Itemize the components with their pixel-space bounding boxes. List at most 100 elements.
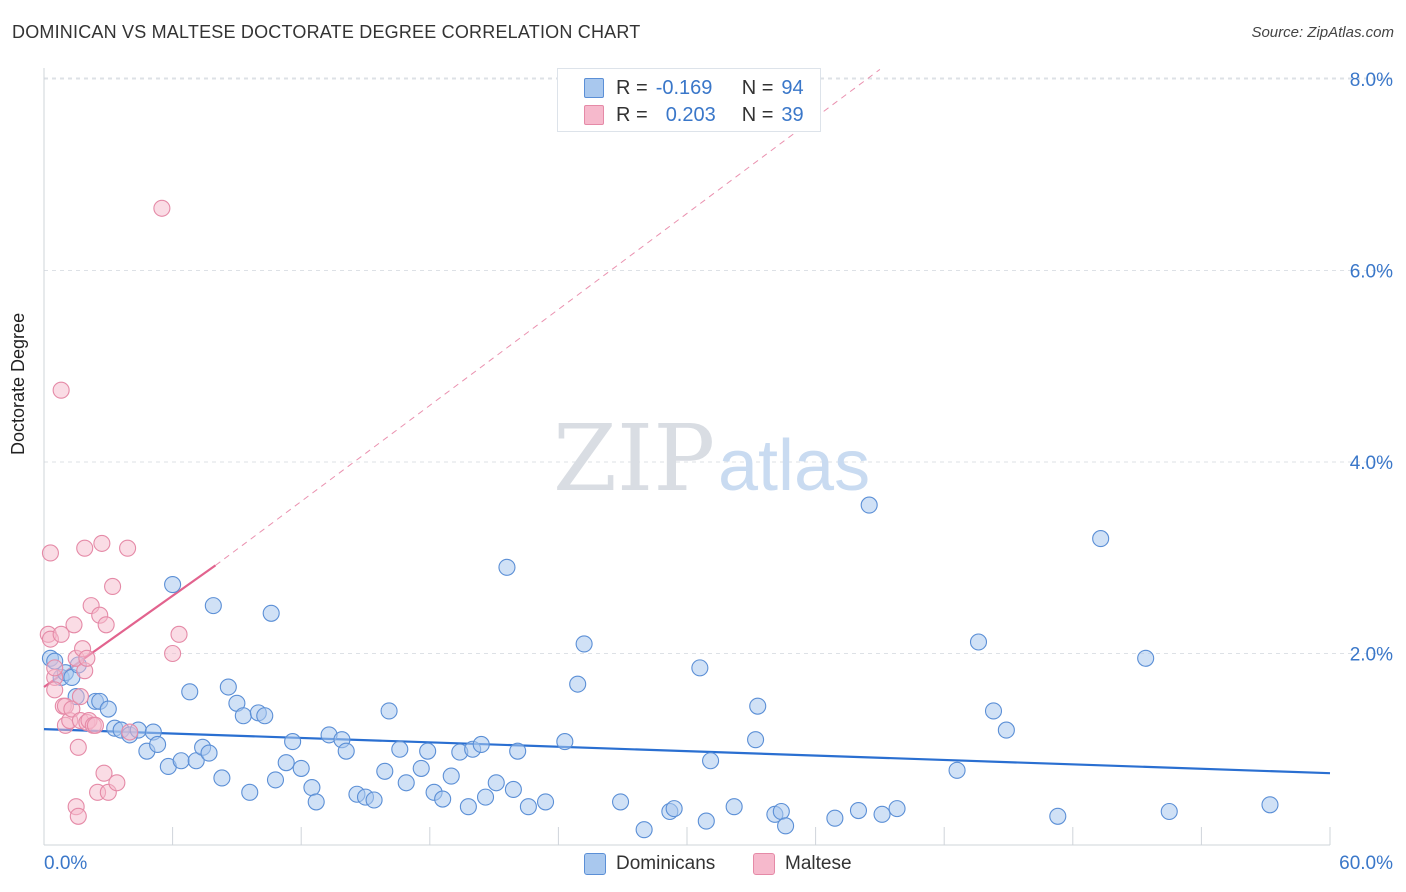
- maltese-point: [78, 649, 96, 667]
- dominican-point: [172, 752, 190, 770]
- dominican-point: [99, 700, 117, 718]
- maltese-point: [104, 577, 122, 596]
- dominican-point: [697, 812, 715, 830]
- watermark: ZIP atlas: [553, 405, 870, 512]
- watermark-atlas: atlas: [718, 426, 870, 506]
- dominican-point: [860, 496, 878, 514]
- dominican-point: [476, 788, 495, 806]
- dominican-point: [1137, 649, 1155, 667]
- dominican-point: [556, 733, 574, 751]
- dominican-point: [1049, 807, 1067, 825]
- dominican-point: [419, 742, 437, 760]
- chart-title: DOMINICAN VS MALTESE DOCTORATE DEGREE CO…: [12, 22, 641, 42]
- dominican-point: [747, 731, 765, 749]
- dominican-point: [262, 604, 280, 622]
- dominican-point: [256, 707, 274, 725]
- dominican-point: [725, 798, 743, 816]
- n-label: N =: [741, 103, 774, 126]
- tick-labels: 2.0% 4.0% 6.0% 8.0% 0.0% 60.0%: [44, 70, 1393, 874]
- n-value: 94: [781, 76, 804, 99]
- y-tick-label: 4.0%: [1350, 453, 1393, 474]
- dominican-point: [665, 800, 683, 818]
- dominican-point: [569, 675, 587, 693]
- dominican-point: [434, 790, 452, 808]
- maltese-point: [119, 539, 137, 557]
- dominican-point: [164, 576, 182, 594]
- dominican-point: [826, 809, 844, 827]
- dominican-point: [777, 817, 795, 835]
- dominican-point: [984, 702, 1003, 720]
- y-tick-label: 6.0%: [1350, 262, 1393, 283]
- dominican-point: [997, 721, 1015, 739]
- r-value: 0.203: [665, 103, 716, 126]
- dominican-point: [702, 752, 720, 770]
- grid-lines: [44, 77, 1392, 654]
- maltese-point: [69, 738, 87, 756]
- maltese-point: [52, 625, 70, 643]
- maltese-point: [164, 644, 182, 663]
- maltese-point: [97, 616, 115, 634]
- legend-item-dominicans[interactable]: Dominicans: [584, 852, 715, 876]
- dominican-point: [241, 783, 259, 801]
- maltese-point: [69, 807, 87, 825]
- dominicans-legend-swatch: [584, 853, 606, 875]
- dominican-point: [459, 798, 477, 816]
- r-label: R =: [616, 103, 648, 126]
- y-axis-label: Doctorate Degree: [8, 312, 28, 455]
- maltese-point: [65, 616, 83, 634]
- dominican-point: [772, 802, 790, 821]
- legend-item-maltese[interactable]: Maltese: [753, 852, 852, 876]
- dominican-point: [204, 597, 222, 615]
- dominican-point: [181, 683, 199, 701]
- dominican-point: [612, 793, 630, 811]
- dominican-point: [948, 761, 966, 779]
- dominican-point: [519, 798, 537, 816]
- dominican-point: [536, 793, 555, 811]
- x-tick-label-max: 60.0%: [1339, 853, 1393, 874]
- dominican-point: [266, 771, 285, 789]
- dominican-point: [888, 800, 906, 818]
- y-tick-label: 8.0%: [1350, 70, 1393, 91]
- dominican-point: [219, 678, 237, 696]
- dominican-point: [149, 735, 167, 754]
- dominican-point: [376, 762, 394, 780]
- dominican-point: [472, 735, 490, 754]
- dominican-point: [1160, 802, 1178, 821]
- dominican-point: [292, 759, 310, 777]
- maltese-legend-label: Maltese: [785, 853, 852, 874]
- dominican-point: [200, 744, 218, 762]
- maltese-swatch: [584, 105, 604, 125]
- maltese-point: [76, 539, 94, 557]
- maltese-point: [93, 534, 111, 552]
- dominican-point: [365, 791, 383, 809]
- maltese-point: [95, 764, 113, 782]
- dominican-point: [635, 821, 653, 839]
- r-label: R =: [616, 76, 648, 99]
- dominican-point: [691, 659, 709, 677]
- n-value: 39: [781, 103, 804, 126]
- dominican-point: [412, 759, 430, 777]
- maltese-point: [71, 688, 89, 706]
- watermark-zip: ZIP: [553, 405, 715, 512]
- dominican-point: [969, 633, 988, 651]
- dominican-point: [380, 702, 398, 720]
- n-label: N =: [741, 76, 774, 99]
- dominican-point: [575, 635, 593, 653]
- correlation-legend: R = -0.169 N = 94 R = 0.203 N = 39: [557, 68, 821, 132]
- dominican-point: [277, 754, 295, 772]
- x-tick-label-min: 0.0%: [44, 853, 87, 874]
- maltese-point: [41, 544, 59, 562]
- dominican-point: [873, 805, 891, 823]
- dominican-point: [1261, 796, 1279, 814]
- dominican-point: [1092, 530, 1110, 548]
- maltese-legend-swatch: [753, 853, 775, 875]
- dominican-points: [41, 496, 1279, 839]
- maltese-point: [63, 700, 81, 718]
- dominican-point: [487, 774, 505, 792]
- dominican-point: [303, 778, 321, 797]
- dominicans-trend-line: [43, 728, 1331, 775]
- y-tick-label: 2.0%: [1350, 645, 1393, 666]
- source-label: Source: ZipAtlas.com: [1251, 24, 1394, 41]
- dominican-point: [504, 780, 522, 799]
- maltese-point: [46, 659, 64, 677]
